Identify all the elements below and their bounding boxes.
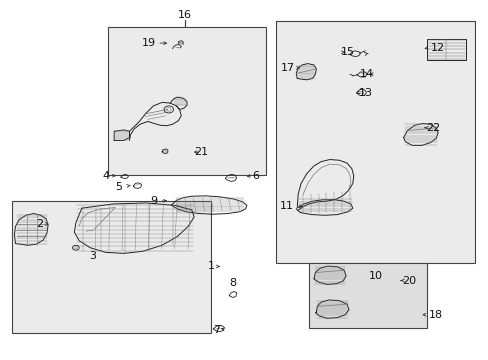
Text: 20: 20 xyxy=(401,275,415,285)
Bar xyxy=(426,39,465,60)
Text: 5: 5 xyxy=(115,182,122,192)
Text: 7: 7 xyxy=(213,325,220,335)
Text: 4: 4 xyxy=(102,171,109,181)
Text: 3: 3 xyxy=(89,251,96,261)
Text: 1: 1 xyxy=(207,261,214,271)
Bar xyxy=(108,27,265,175)
Text: 22: 22 xyxy=(426,123,440,133)
Bar xyxy=(12,201,210,333)
Text: 14: 14 xyxy=(359,69,373,79)
Text: 10: 10 xyxy=(368,271,383,281)
Text: 8: 8 xyxy=(229,278,236,288)
Text: 19: 19 xyxy=(142,38,156,48)
Text: 12: 12 xyxy=(429,43,444,53)
Bar xyxy=(275,21,473,263)
Text: 9: 9 xyxy=(150,196,157,206)
Bar xyxy=(308,263,426,328)
Text: 16: 16 xyxy=(177,10,191,20)
Text: 18: 18 xyxy=(428,310,442,320)
Text: 2: 2 xyxy=(36,219,43,229)
Text: 11: 11 xyxy=(279,202,293,211)
Text: 15: 15 xyxy=(340,47,354,57)
Text: 6: 6 xyxy=(251,171,258,181)
Text: 17: 17 xyxy=(280,63,294,73)
Text: 13: 13 xyxy=(358,87,372,98)
Text: 21: 21 xyxy=(194,148,208,157)
